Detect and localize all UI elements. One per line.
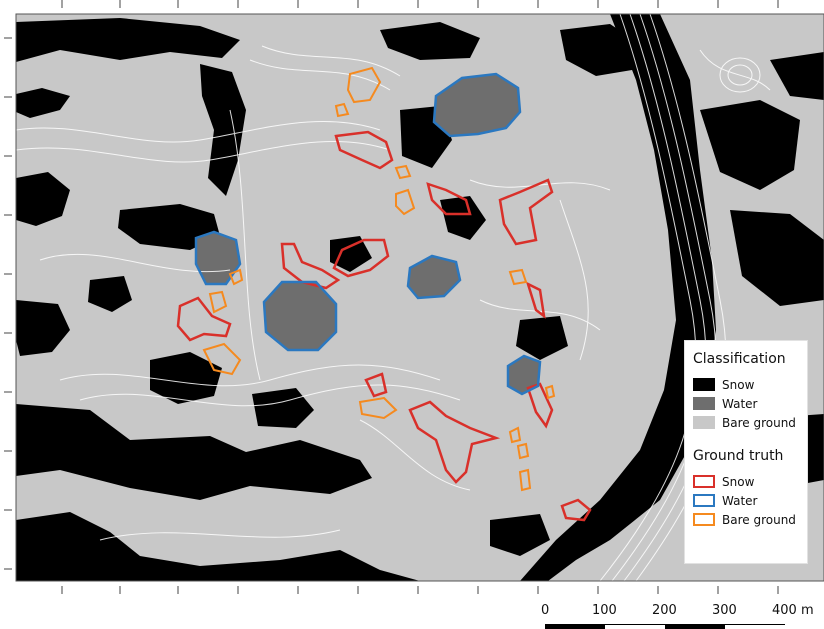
gt-bare-polygon xyxy=(202,342,242,376)
frame-ticks xyxy=(4,0,779,594)
scale-label-200: 200 xyxy=(652,603,677,618)
legend-item-label: Snow xyxy=(722,377,755,392)
gt-water-polygon xyxy=(406,254,462,300)
water-areas xyxy=(196,74,540,394)
legend-ground-truth-title: Ground truth xyxy=(693,448,784,464)
gt-bare-polygon xyxy=(516,442,530,460)
gt-bare-ground-swatch xyxy=(693,513,715,526)
gt-snow-polygon xyxy=(364,372,388,398)
scale-label-300: 300 xyxy=(712,603,737,618)
gt-snow-polygon xyxy=(426,182,472,216)
gt-bare-polygon xyxy=(508,426,522,444)
gt-water-swatch xyxy=(693,494,715,507)
water-swatch xyxy=(693,397,715,410)
bare-ground-swatch xyxy=(693,416,715,429)
map-frame xyxy=(15,13,824,582)
gt-bare-polygon xyxy=(208,290,228,314)
gt-bare-polygon xyxy=(394,164,412,180)
scale-label-100: 100 xyxy=(592,603,617,618)
legend-item-gt-snow: Snow xyxy=(693,472,807,491)
gt-bare-polygon xyxy=(395,188,416,216)
legend-item-water: Water xyxy=(693,394,807,413)
gt-snow-swatch xyxy=(693,475,715,488)
gt-bare-polygon xyxy=(358,396,398,420)
scale-label-400: 400 m xyxy=(772,603,814,618)
scale-bar-labels: 0 100 200 300 400 m xyxy=(530,603,820,623)
gt-bare-polygon xyxy=(508,268,528,286)
gt-snow-polygon xyxy=(176,296,232,342)
gt-water-polygon xyxy=(262,280,338,352)
gt-bare-polygon xyxy=(544,384,556,400)
legend-item-gt-bare-ground: Bare ground xyxy=(693,510,807,529)
gt-snow-polygon xyxy=(334,130,394,170)
legend-item-gt-water: Water xyxy=(693,491,807,510)
gt-water-polygon xyxy=(506,354,542,396)
legend-item-label: Bare ground xyxy=(722,415,796,430)
gt-snow-polygon xyxy=(280,242,341,290)
scale-segment xyxy=(665,624,725,629)
gt-bare-polygon xyxy=(346,66,382,104)
ground-truth-bare xyxy=(202,66,556,492)
gt-bare-polygon xyxy=(334,102,350,118)
scale-segment xyxy=(725,624,785,629)
gt-snow-polygon xyxy=(525,281,546,319)
ground-truth-water xyxy=(194,72,542,396)
gt-snow-polygon xyxy=(560,498,592,522)
gt-bare-polygon xyxy=(518,468,532,492)
scale-segment xyxy=(605,624,665,629)
ground-truth-snow xyxy=(176,130,592,522)
legend-item-label: Water xyxy=(722,493,758,508)
gt-snow-polygon xyxy=(408,400,501,484)
map-legend: Classification Snow Water Bare ground Gr… xyxy=(684,340,808,564)
legend-item-label: Snow xyxy=(722,474,755,489)
legend-item-label: Bare ground xyxy=(722,512,796,527)
scale-label-0: 0 xyxy=(541,603,550,618)
gt-bare-polygon xyxy=(228,268,244,286)
gt-water-polygon xyxy=(432,72,522,138)
gt-water-polygon xyxy=(194,230,242,286)
legend-item-snow: Snow xyxy=(693,375,807,394)
legend-classification-title: Classification xyxy=(693,351,786,367)
legend-item-label: Water xyxy=(722,396,758,411)
scale-bar xyxy=(545,624,785,629)
gt-snow-polygon xyxy=(498,178,554,246)
legend-item-bare-ground: Bare ground xyxy=(693,413,807,432)
scale-segment xyxy=(545,624,605,629)
gt-snow-polygon xyxy=(332,238,390,278)
snow-swatch xyxy=(693,378,715,391)
